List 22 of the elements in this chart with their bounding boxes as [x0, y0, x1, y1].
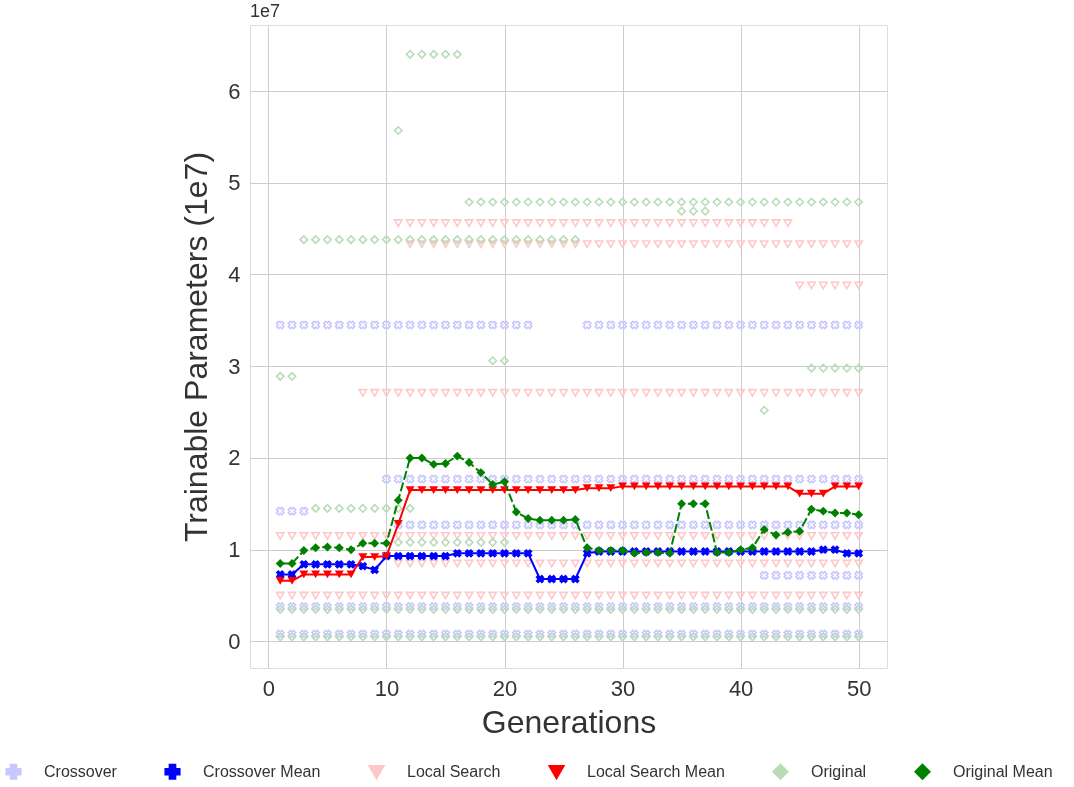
y-tick-label: 4 [228, 261, 241, 287]
legend-label: Local Search [407, 763, 501, 781]
x-tick-label: 40 [728, 675, 754, 701]
y-tick-label: 5 [228, 170, 241, 196]
x-tick-label: 50 [846, 675, 872, 701]
legend-label: Local Search Mean [587, 763, 725, 781]
x-tick-label: 0 [262, 675, 276, 701]
y-tick-label: 2 [228, 445, 241, 471]
x-tick-label: 20 [492, 675, 518, 701]
y-axis-title: Trainable Parameters (1e7) [178, 151, 215, 543]
legend-label: Crossover [44, 762, 118, 780]
x-tick-label: 10 [374, 675, 400, 701]
y-tick-label: 6 [228, 78, 241, 104]
text: 1e7 [250, 1, 281, 21]
legend-label: Original [811, 762, 867, 780]
y-tick-label: 3 [228, 353, 241, 379]
y-tick-label: 1 [228, 537, 241, 563]
y-tick-label: 0 [228, 628, 241, 654]
legend-label: Crossover Mean [203, 762, 321, 780]
legend-label: Original Mean [953, 762, 1053, 780]
x-tick-label: 30 [610, 675, 636, 701]
x-axis-title: Generations [481, 703, 657, 740]
